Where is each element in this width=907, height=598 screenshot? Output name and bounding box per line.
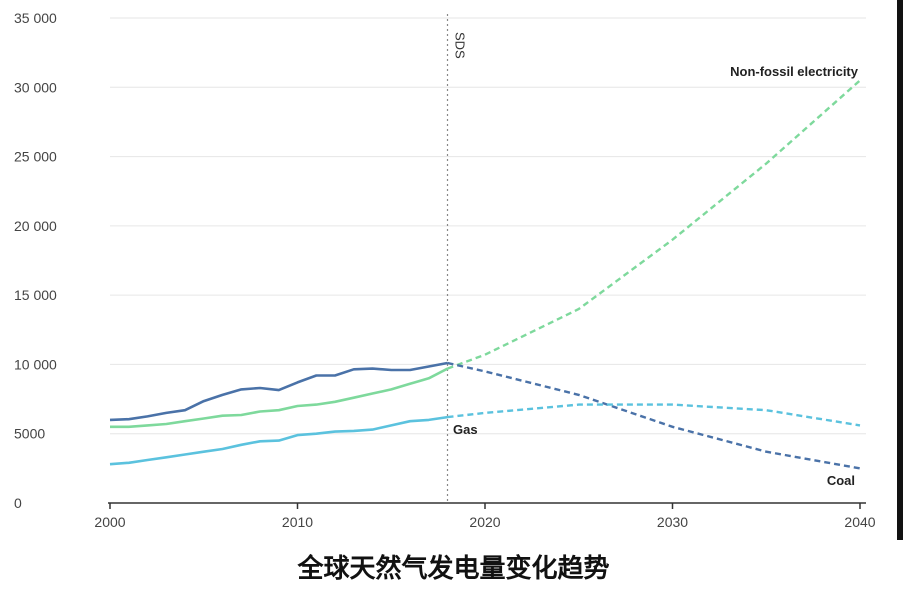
right-border bbox=[897, 0, 903, 540]
grid-lines bbox=[110, 17, 866, 435]
non-fossil-electricity-label: Non-fossil electricity bbox=[730, 64, 859, 79]
coal-projection-line bbox=[447, 361, 861, 470]
series-labels: Non-fossil electricity Coal Gas bbox=[453, 64, 859, 488]
sds-marker: SDS bbox=[446, 14, 468, 503]
gas-label: Gas bbox=[453, 422, 478, 437]
coal-label: Coal bbox=[827, 473, 855, 488]
y-tick-label: 25 000 bbox=[14, 149, 57, 165]
non-fossil-electricity-projection-line bbox=[447, 79, 861, 370]
gas-projection-line bbox=[447, 403, 861, 427]
x-tick-label: 2040 bbox=[844, 514, 875, 530]
y-tick-label: 10 000 bbox=[14, 356, 57, 372]
x-tick-label: 2010 bbox=[282, 514, 313, 530]
non-fossil-electricity-historical-line bbox=[110, 367, 449, 429]
x-tick-label: 2000 bbox=[94, 514, 125, 530]
gas-historical-line bbox=[109, 415, 448, 466]
y-tick-label: 35 000 bbox=[14, 10, 57, 26]
y-tick-label: 0 bbox=[14, 495, 22, 511]
sds-marker-label: SDS bbox=[453, 32, 468, 59]
x-tick-label: 2030 bbox=[657, 514, 688, 530]
y-tick-label: 5000 bbox=[14, 426, 45, 442]
chart-caption: 全球天然气发电量变化趋势 bbox=[297, 554, 610, 584]
y-tick-label: 30 000 bbox=[14, 79, 57, 95]
y-tick-label: 20 000 bbox=[14, 218, 57, 234]
series-lines bbox=[109, 79, 861, 470]
x-tick-label: 2020 bbox=[469, 514, 500, 530]
axes: 0 5000 10 000 15 000 20 000 25 000 30 000 35 00… bbox=[14, 10, 876, 530]
line-chart: 0 5000 10 000 15 000 20 000 25 000 30 000 35 00… bbox=[14, 10, 876, 530]
coal-historical-line bbox=[109, 361, 448, 422]
y-tick-label: 15 000 bbox=[14, 287, 57, 303]
